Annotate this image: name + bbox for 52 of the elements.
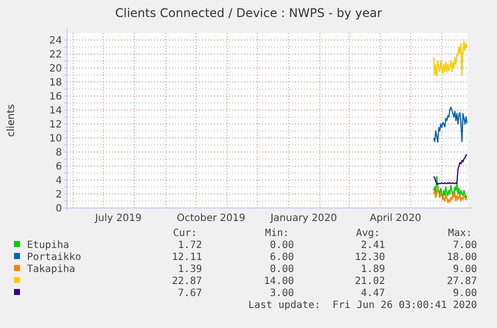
text: 7.67 (178, 288, 202, 299)
text: Cur: (173, 228, 198, 239)
text: 0.00 (270, 240, 294, 251)
text: 0.00 (270, 264, 294, 275)
line-series (433, 188, 468, 203)
text: 1.72 (178, 240, 202, 251)
y-tick-label: 10 (49, 134, 62, 144)
x-tick-label: July 2019 (94, 213, 142, 224)
text: 3.00 (270, 288, 294, 299)
legend-label: Etupiha (27, 240, 70, 251)
x-tick-label: October 2019 (176, 213, 246, 224)
text: 22.87 (172, 276, 202, 287)
text: 1.39 (178, 264, 202, 275)
line-series (433, 40, 468, 77)
text: 12.30 (354, 252, 385, 263)
chart-title: Clients Connected / Device : NWPS - by year (115, 6, 382, 20)
text: 9.00 (452, 264, 477, 275)
y-tick-label: 4 (56, 176, 62, 186)
y-tick-label: 22 (49, 50, 62, 60)
y-tick-label: 18 (49, 78, 62, 88)
line-series (433, 154, 468, 185)
y-tick-label: 8 (56, 148, 62, 158)
legend-label: Takapiha (27, 264, 76, 275)
y-tick-label: 20 (49, 64, 62, 74)
y-tick-label: 2 (56, 190, 62, 200)
line-series (433, 106, 468, 143)
text: 18.00 (446, 252, 477, 263)
text: 9.00 (452, 288, 477, 299)
text: 21.02 (354, 276, 385, 287)
text: 2.41 (360, 240, 385, 251)
text: 4.47 (360, 288, 385, 299)
text: 6.00 (270, 252, 294, 263)
y-tick-label: 12 (49, 120, 62, 130)
x-tick-label: April 2020 (370, 213, 422, 224)
y-tick-label: 24 (49, 36, 62, 46)
text: 7.00 (452, 240, 477, 251)
text: 27.87 (446, 276, 477, 287)
y-tick-label: 16 (49, 92, 62, 102)
text: Max: (448, 228, 472, 239)
text: Avg: (356, 228, 380, 239)
legend-label: Portaikko (27, 252, 82, 263)
text: 12.11 (172, 252, 202, 263)
y-tick-label: 6 (56, 162, 62, 172)
x-tick-label: January 2020 (270, 213, 338, 224)
y-tick-label: 14 (49, 106, 62, 116)
line-series (433, 176, 468, 198)
text: 14.00 (264, 276, 294, 287)
text: 1.89 (360, 264, 385, 275)
text: Last update: Fri Jun 26 03:00:41 2020 (248, 300, 477, 311)
y-axis-title: clients (6, 104, 17, 137)
text: Min: (265, 228, 290, 239)
y-tick-label: 0 (56, 204, 62, 214)
